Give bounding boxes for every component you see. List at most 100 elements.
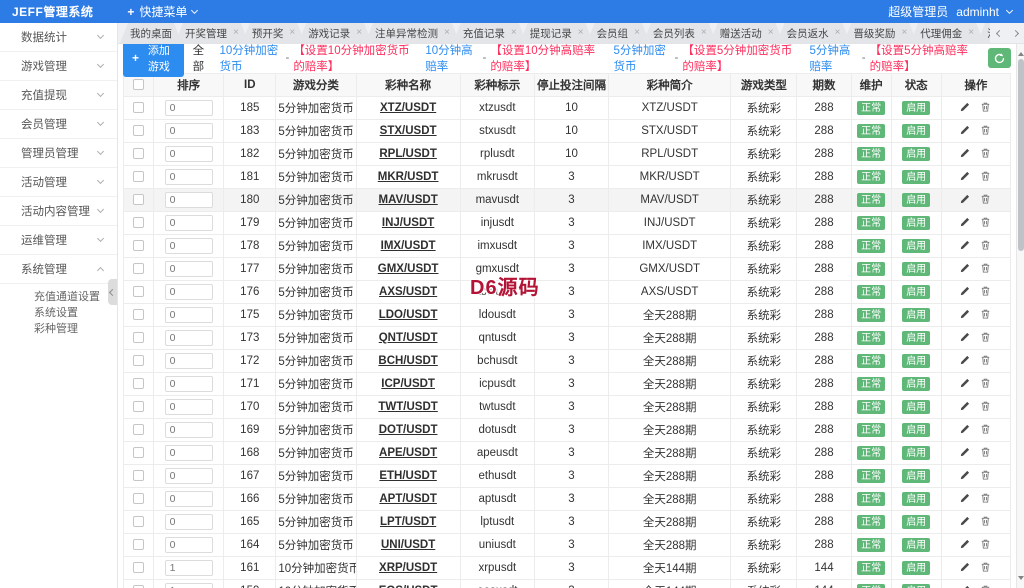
sidebar-item[interactable]: 活动管理 (0, 168, 117, 197)
lottery-name-link[interactable]: MKR/USDT (377, 171, 439, 183)
status-badge[interactable]: 启用 (902, 124, 931, 138)
row-checkbox[interactable] (133, 171, 145, 183)
row-checkbox[interactable] (133, 263, 145, 275)
maintain-badge[interactable]: 正常 (857, 193, 886, 207)
sort-input[interactable] (164, 491, 213, 507)
row-checkbox[interactable] (133, 286, 145, 298)
lottery-name-link[interactable]: QNT/USDT (378, 332, 438, 344)
lottery-name-link[interactable]: XTZ/USDT (380, 102, 437, 114)
maintain-badge[interactable]: 正常 (857, 469, 886, 483)
edit-icon[interactable] (960, 193, 971, 204)
delete-icon[interactable] (980, 515, 991, 527)
maintain-badge[interactable]: 正常 (857, 584, 886, 588)
tab[interactable]: 会员返水 × (777, 23, 851, 43)
sort-input[interactable] (164, 238, 213, 254)
status-badge[interactable]: 启用 (902, 469, 931, 483)
row-checkbox[interactable] (133, 447, 145, 459)
sort-input[interactable] (164, 146, 213, 162)
lottery-name-link[interactable]: BCH/USDT (378, 355, 438, 367)
row-checkbox[interactable] (133, 562, 145, 574)
row-checkbox[interactable] (133, 470, 145, 482)
status-badge[interactable]: 启用 (902, 492, 931, 506)
maintain-badge[interactable]: 正常 (857, 446, 886, 460)
lottery-name-link[interactable]: XRP/USDT (379, 562, 438, 574)
sort-input[interactable] (164, 123, 213, 139)
sidebar-item[interactable]: 数据统计 (0, 23, 117, 52)
status-badge[interactable]: 启用 (902, 400, 931, 414)
category-filter-link[interactable]: 5分钟加密货币 (613, 45, 666, 73)
sidebar-subitem[interactable]: 彩种管理 (34, 323, 78, 335)
sidebar-item[interactable]: 运维管理 (0, 226, 117, 255)
lottery-name-link[interactable]: APE/USDT (379, 447, 438, 459)
delete-icon[interactable] (980, 124, 991, 136)
status-badge[interactable]: 启用 (902, 308, 931, 322)
delete-icon[interactable] (980, 331, 991, 343)
status-badge[interactable]: 启用 (902, 515, 931, 529)
delete-icon[interactable] (980, 170, 991, 182)
delete-icon[interactable] (980, 239, 991, 251)
edit-icon[interactable] (960, 446, 971, 457)
vertical-scrollbar[interactable] (1016, 44, 1024, 588)
tab-scroll-right-button[interactable] (1008, 25, 1022, 41)
edit-icon[interactable] (960, 400, 971, 411)
maintain-badge[interactable]: 正常 (857, 331, 886, 345)
tab[interactable]: 预开奖 × (242, 23, 305, 43)
category-filter-link[interactable]: 10分钟加密货币 (219, 45, 279, 73)
close-tab-icon[interactable]: × (233, 27, 239, 38)
row-checkbox[interactable] (133, 355, 145, 367)
sidebar-item[interactable]: 系统管理 (0, 255, 117, 284)
sidebar-item[interactable]: 管理员管理 (0, 139, 117, 168)
close-tab-icon[interactable]: × (510, 27, 517, 38)
lottery-name-link[interactable]: APT/USDT (379, 493, 437, 505)
sort-input[interactable] (164, 422, 213, 438)
row-checkbox[interactable] (133, 539, 145, 551)
maintain-badge[interactable]: 正常 (857, 423, 886, 437)
status-badge[interactable]: 启用 (902, 331, 931, 345)
refresh-button[interactable] (987, 48, 1011, 68)
edit-icon[interactable] (960, 377, 971, 388)
sort-input[interactable] (164, 353, 213, 369)
scroll-up-arrow-icon[interactable] (1017, 49, 1024, 56)
close-tab-icon[interactable]: × (356, 27, 363, 38)
sort-input[interactable] (164, 307, 213, 323)
status-badge[interactable]: 启用 (902, 538, 931, 552)
status-badge[interactable]: 启用 (902, 147, 931, 161)
edit-icon[interactable] (960, 584, 971, 588)
maintain-badge[interactable]: 正常 (857, 515, 886, 529)
lottery-name-link[interactable]: EOS/USDT (379, 585, 438, 588)
lottery-name-link[interactable]: DOT/USDT (378, 424, 438, 436)
delete-icon[interactable] (980, 262, 991, 274)
category-filter-link[interactable]: 5分钟高赔率 (809, 45, 851, 73)
tab[interactable]: 会员列表 × (643, 23, 717, 43)
maintain-badge[interactable]: 正常 (857, 561, 886, 575)
delete-icon[interactable] (980, 354, 991, 366)
edit-icon[interactable] (960, 170, 971, 181)
lottery-name-link[interactable]: STX/USDT (379, 125, 437, 137)
edit-icon[interactable] (960, 262, 971, 273)
delete-icon[interactable] (980, 423, 991, 435)
maintain-badge[interactable]: 正常 (857, 285, 886, 299)
edit-icon[interactable] (960, 124, 971, 135)
status-badge[interactable]: 启用 (902, 377, 931, 391)
delete-icon[interactable] (980, 492, 991, 504)
tab[interactable]: 注单异常检测 × (365, 23, 460, 43)
maintain-badge[interactable]: 正常 (857, 101, 886, 115)
maintain-badge[interactable]: 正常 (857, 216, 886, 230)
lottery-name-link[interactable]: GMX/USDT (377, 263, 439, 275)
sort-input[interactable] (164, 261, 213, 277)
close-tab-icon[interactable]: × (577, 27, 584, 38)
edit-icon[interactable] (960, 239, 971, 250)
status-badge[interactable]: 启用 (902, 285, 931, 299)
sort-input[interactable] (164, 399, 213, 415)
delete-icon[interactable] (980, 400, 991, 412)
row-checkbox[interactable] (133, 148, 145, 160)
tab[interactable]: 赠送活动 × (710, 23, 784, 43)
status-badge[interactable]: 启用 (902, 354, 931, 368)
tab[interactable]: 代理佣金 × (910, 23, 984, 43)
maintain-badge[interactable]: 正常 (857, 170, 886, 184)
maintain-badge[interactable]: 正常 (857, 147, 886, 161)
row-checkbox[interactable] (133, 585, 145, 588)
status-badge[interactable]: 启用 (902, 446, 931, 460)
delete-icon[interactable] (980, 377, 991, 389)
sort-input[interactable] (164, 376, 213, 392)
